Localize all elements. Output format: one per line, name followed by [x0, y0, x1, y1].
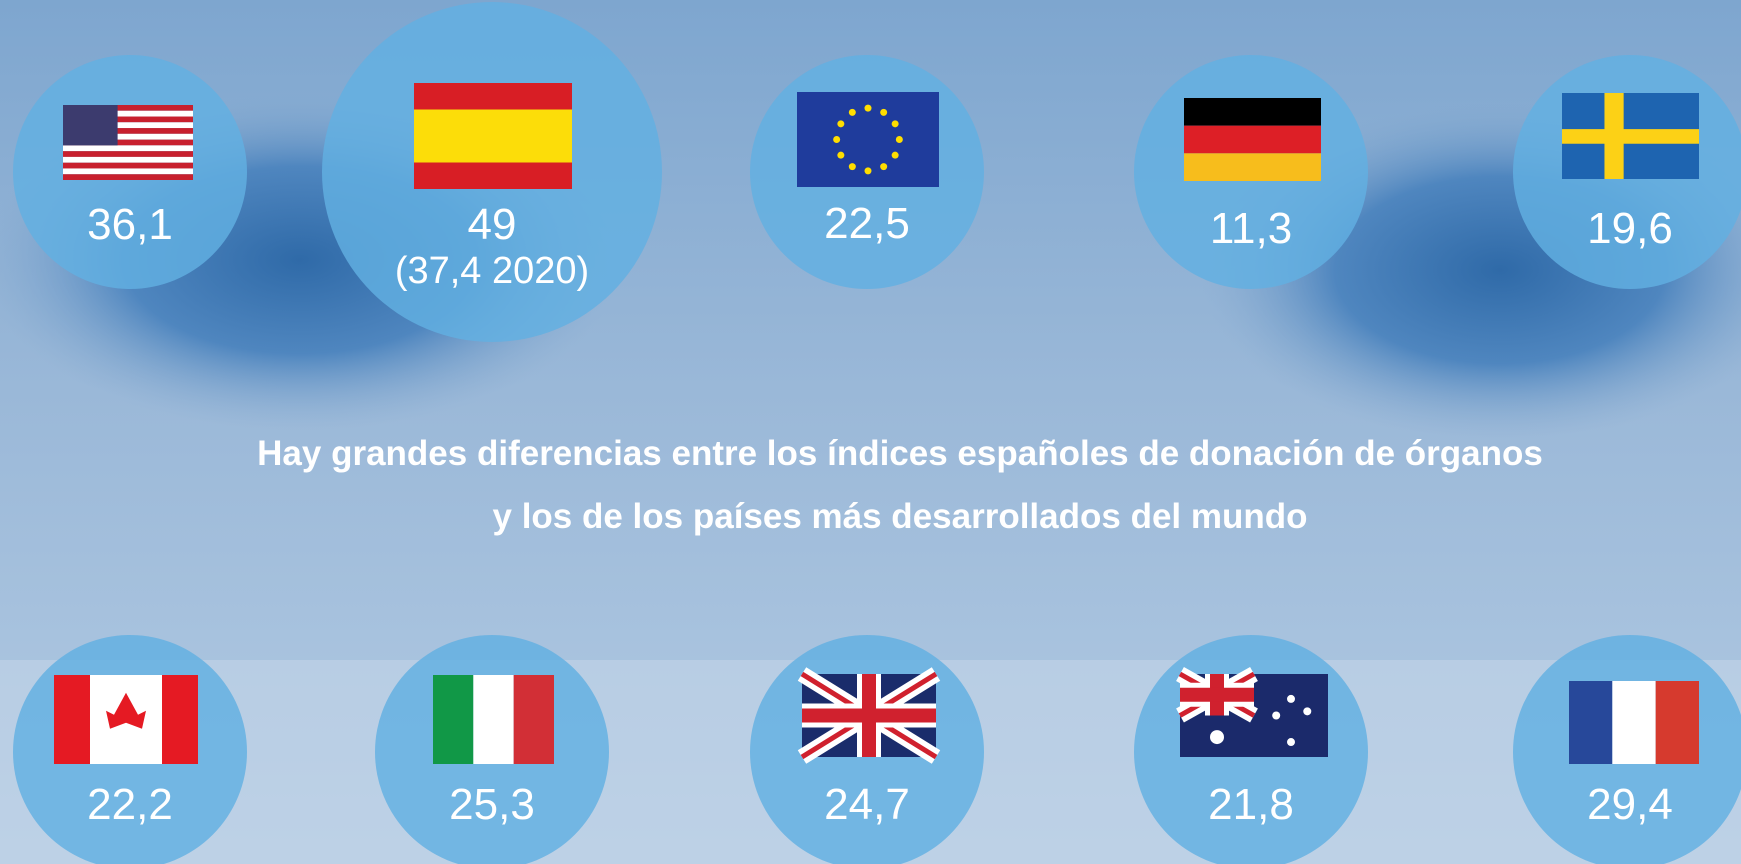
- flag-star: [837, 152, 844, 159]
- flag-part: [1656, 681, 1699, 764]
- flag-part: [63, 174, 193, 180]
- flag: [797, 92, 939, 187]
- donation-rate: 49: [468, 200, 517, 249]
- flag-part: [514, 675, 554, 764]
- flag: [1569, 681, 1699, 764]
- country-badge: 11,3: [1134, 55, 1368, 289]
- flag: [1184, 98, 1321, 181]
- donation-rate: 24,7: [824, 780, 910, 829]
- flag-star: [1272, 712, 1280, 720]
- donation-rate: 19,6: [1587, 204, 1673, 253]
- flag-part: [63, 157, 193, 163]
- flag-part: [473, 675, 513, 764]
- donation-rate: 11,3: [1210, 204, 1292, 253]
- flag: [802, 674, 936, 757]
- donation-rate: 36,1: [87, 200, 173, 249]
- donation-rate: 29,4: [1587, 780, 1673, 829]
- flag-star: [896, 136, 903, 143]
- flag-star: [892, 152, 899, 159]
- donation-rate: 25,3: [449, 780, 535, 829]
- flag-part: [1569, 681, 1612, 764]
- donation-rate: 22,2: [87, 780, 173, 829]
- donation-rate: 22,5: [824, 199, 910, 248]
- flag-part: [63, 151, 193, 157]
- flag: [54, 675, 198, 764]
- country-badge: 36,1: [13, 55, 247, 289]
- flag: [414, 83, 572, 189]
- flag: [1180, 674, 1328, 757]
- flag-star: [1303, 707, 1311, 715]
- flag-part: [1562, 129, 1699, 144]
- country-badge: 24,7: [750, 635, 984, 864]
- infographic: 36,1 49(37,4 2020) 22,5 11,3 19,6 22,2 25,3 24,…: [0, 0, 1741, 864]
- flag-part: [1180, 688, 1254, 702]
- flag-part: [1184, 98, 1321, 126]
- flag-star: [849, 109, 856, 116]
- country-badge: 25,3: [375, 635, 609, 864]
- flag-part: [54, 675, 90, 764]
- flag-part: [63, 105, 118, 145]
- flag-star: [849, 163, 856, 170]
- flag-star: [1210, 730, 1224, 744]
- rate-note: (37,4 2020): [395, 250, 589, 292]
- country-badge: 21,8: [1134, 635, 1368, 864]
- country-badge: 19,6: [1513, 55, 1741, 289]
- flag-part: [802, 709, 936, 723]
- flag-part: [414, 110, 572, 163]
- country-badge: 29,4: [1513, 635, 1741, 864]
- flag: [433, 675, 554, 764]
- country-badge: 22,5: [750, 55, 984, 289]
- flag-part: [1184, 126, 1321, 154]
- flag-star: [865, 105, 872, 112]
- flag-star: [892, 120, 899, 127]
- flag-part: [1184, 153, 1321, 181]
- flag-part: [63, 163, 193, 169]
- flag-star: [833, 136, 840, 143]
- flag: [63, 105, 193, 180]
- country-badge: 22,2: [13, 635, 247, 864]
- flag-part: [433, 675, 473, 764]
- country-badge: 49(37,4 2020): [322, 2, 662, 342]
- flag-star: [837, 120, 844, 127]
- headline: y los de los países más desarrollados de…: [493, 497, 1308, 536]
- flag-star: [880, 163, 887, 170]
- headline: Hay grandes diferencias entre los índice…: [257, 434, 1543, 473]
- flag-part: [63, 145, 193, 151]
- flag-part: [162, 675, 198, 764]
- flag-star: [865, 167, 872, 174]
- flag: [1562, 93, 1699, 179]
- flag-part: [1612, 681, 1655, 764]
- flag-star: [880, 109, 887, 116]
- page: 36,1 49(37,4 2020) 22,5 11,3 19,6 22,2 25,3 24,…: [0, 0, 1741, 864]
- flag-star: [1287, 695, 1295, 703]
- donation-rate: 21,8: [1208, 780, 1294, 829]
- flag-star: [1287, 738, 1295, 746]
- flag-part: [63, 168, 193, 174]
